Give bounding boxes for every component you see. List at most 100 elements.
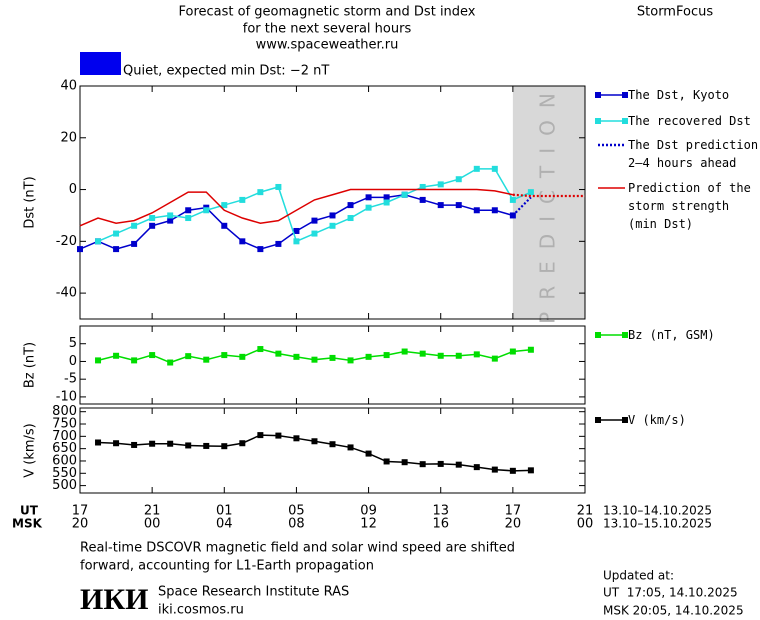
- point: [311, 356, 318, 363]
- legend-marker: [595, 92, 601, 98]
- point: [383, 458, 390, 465]
- point: [257, 189, 264, 196]
- point: [455, 352, 462, 359]
- x-tick-label: 05: [288, 504, 305, 519]
- point: [347, 202, 354, 209]
- plot-frame: [79, 85, 586, 320]
- point: [419, 183, 426, 190]
- point: [383, 194, 390, 201]
- point: [401, 348, 408, 355]
- x-tick-label: 09: [360, 504, 377, 519]
- series-line: [97, 168, 532, 243]
- brand: StormFocus: [637, 5, 713, 20]
- point: [77, 246, 83, 253]
- series-line: [512, 193, 585, 198]
- point: [527, 467, 534, 474]
- status-box: [80, 52, 121, 75]
- point: [131, 357, 138, 364]
- status: Quiet, expected min Dst: −2 nT: [123, 64, 329, 79]
- y-tick-label: -5: [64, 372, 77, 387]
- point: [437, 181, 444, 188]
- point: [95, 238, 102, 245]
- legend-marker: [622, 92, 628, 98]
- point: [509, 467, 516, 474]
- point: [257, 246, 264, 253]
- legend-entry: Prediction of the storm strength (min Ds…: [628, 181, 751, 231]
- point: [275, 432, 282, 439]
- point: [221, 222, 228, 229]
- plot-frame: [79, 325, 586, 405]
- legend-marker: [595, 118, 601, 124]
- updated-ut: UT 17:05, 14.10.2025: [603, 586, 738, 600]
- point: [491, 165, 498, 172]
- y-tick-label: 600: [52, 453, 77, 468]
- y-tick-label: 0: [69, 182, 77, 197]
- point: [365, 353, 372, 360]
- note-line: Real-time DSCOVR magnetic field and sola…: [80, 541, 515, 556]
- point: [239, 238, 246, 245]
- point: [329, 354, 336, 361]
- prediction-label: PREDICTION: [535, 81, 559, 324]
- point: [473, 207, 480, 214]
- point: [509, 196, 516, 203]
- title-line: for the next several hours: [243, 22, 412, 37]
- y-tick-label: -20: [56, 234, 77, 249]
- point: [455, 176, 462, 183]
- point: [167, 212, 174, 219]
- point: [203, 442, 210, 449]
- x-tick-label-msk: 00: [144, 517, 161, 532]
- y-tick-label: 800: [52, 404, 77, 419]
- y-tick-label: 0: [69, 354, 77, 369]
- title-line: www.spaceweather.ru: [256, 38, 399, 53]
- x-tick-label-msk: 20: [505, 517, 522, 532]
- legend-marker: [622, 417, 628, 423]
- point: [113, 440, 120, 447]
- point: [347, 444, 354, 451]
- point: [167, 217, 174, 224]
- point: [383, 199, 390, 206]
- point: [203, 356, 210, 363]
- point: [95, 357, 102, 364]
- point: [275, 183, 282, 190]
- point: [527, 346, 534, 353]
- point: [239, 353, 246, 360]
- point: [473, 464, 480, 471]
- point: [239, 196, 246, 203]
- point: [401, 459, 408, 466]
- point: [491, 207, 498, 214]
- x-tick-label-msk: 20: [72, 517, 89, 532]
- y-axis-label: V (km/s): [23, 423, 38, 478]
- x-tick-label-msk: 04: [216, 517, 233, 532]
- point: [167, 359, 174, 366]
- point: [113, 230, 120, 237]
- x-tick-label: 01: [216, 504, 233, 519]
- site: iki.cosmos.ru: [158, 603, 244, 618]
- point: [419, 350, 426, 357]
- y-tick-label: 750: [52, 417, 77, 432]
- point: [131, 240, 138, 247]
- y-tick-label: -40: [56, 286, 77, 301]
- point: [329, 222, 336, 229]
- updated-msk: MSK 20:05, 14.10.2025: [603, 604, 744, 618]
- point: [437, 202, 444, 209]
- point: [149, 440, 156, 447]
- point: [311, 438, 318, 445]
- point: [419, 196, 426, 203]
- point: [275, 350, 282, 357]
- point: [293, 435, 300, 442]
- point: [149, 215, 156, 222]
- x-tick-label-msk: 12: [360, 517, 377, 532]
- point: [329, 212, 336, 219]
- point: [131, 222, 138, 229]
- point: [131, 441, 138, 448]
- point: [221, 443, 228, 450]
- point: [149, 352, 156, 359]
- point: [293, 238, 300, 245]
- y-tick-label: 500: [52, 478, 77, 493]
- point: [455, 202, 462, 209]
- point: [257, 432, 264, 439]
- point: [239, 440, 246, 447]
- point: [437, 460, 444, 467]
- point: [365, 194, 372, 201]
